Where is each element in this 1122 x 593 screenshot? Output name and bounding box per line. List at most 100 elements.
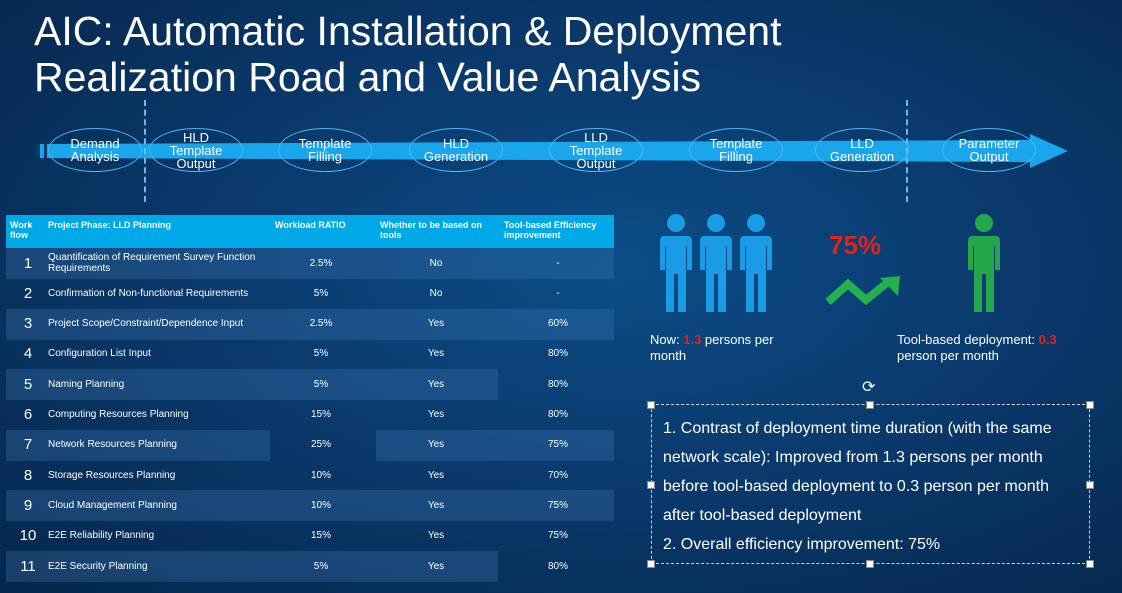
table-row: 8 Storage Resources Planning 10% Yes 70% [6,460,614,490]
table-row-stripe [6,490,614,522]
resize-handle-n[interactable] [866,401,874,409]
road-step-template-filling-1: Template Filling [278,128,372,172]
row-efficiency: - [556,287,560,299]
row-phase: Project Scope/Constraint/Dependence Inpu… [48,318,244,330]
header-work-flow: Work flow [10,220,33,240]
row-tools: Yes [427,530,445,542]
person-head [975,214,993,232]
now-caption: Now: 1.3 persons per month [650,332,774,363]
row-phase: Cloud Management Planning [48,499,177,511]
row-tools: Yes [427,318,445,330]
row-phase: E2E Reliability Planning [48,530,155,542]
resize-handle-e[interactable] [1086,481,1094,489]
row-tools: Yes [427,378,445,390]
table-row: 11 E2E Security Planning 5% Yes 80% [6,551,614,581]
row-ratio: 2.5% [309,257,333,269]
resize-handle-se[interactable] [1086,560,1094,568]
header-ratio: Workload RATIO [275,220,346,230]
summary-line-2: 2. Overall efficiency improvement: 75% [663,536,941,553]
title-line-2: Realization Road and Value Analysis [34,54,702,100]
summary-text[interactable]: 1. Contrast of deployment time duration … [663,414,1083,559]
person-head [667,214,685,232]
phase-divider-1 [144,100,146,202]
rotate-handle-icon[interactable]: ⟳ [862,379,876,396]
person-body [660,236,692,312]
row-phase: E2E Security Planning [48,560,148,572]
row-number: 2 [23,284,33,302]
row-ratio: 5% [313,348,329,360]
header-tools: Whether to be based on tools [380,220,483,240]
person-body [968,236,1000,312]
table-row: 7 Network Resources Planning 25% Yes 75% [6,430,614,460]
row-tools: Yes [427,499,445,511]
row-ratio: 25% [310,439,331,451]
table-header: Work flow Project Phase: LLD Planning Wo… [6,215,614,248]
row-ratio: 5% [313,287,329,299]
row-tools: Yes [427,348,445,360]
resize-handle-sw[interactable] [647,560,655,568]
road-step-hld-template-output: HLD Template Output [149,128,243,172]
row-number: 11 [20,557,36,575]
lld-planning-table: Work flow Project Phase: LLD Planning Wo… [6,215,614,588]
row-ratio: 15% [310,409,331,420]
road-step-demand-analysis: Demand Analysis [48,128,142,172]
table-row: 1 Quantification of Requirement Survey Fu… [6,248,614,278]
row-ratio: 5% [313,378,329,390]
table-row: 4 Configuration List Input 5% Yes 80% [6,339,614,369]
road-step-lld-generation: LLD Generation [815,128,909,172]
row-efficiency: 80% [547,378,568,390]
row-ratio: 15% [310,530,331,542]
resize-handle-nw[interactable] [647,401,655,409]
row-tools: Yes [427,469,445,481]
row-efficiency: 60% [547,318,568,330]
row-ratio: 2.5% [309,318,333,330]
road-step-parameter-output: Parameter Output [942,128,1036,172]
tool-value: 0.3 [1038,332,1057,347]
resize-handle-ne[interactable] [1086,401,1094,409]
row-tools: No [429,257,443,269]
header-phase: Project Phase: LLD Planning [48,220,172,230]
row-phase: Computing Resources Planning [48,409,189,420]
person-head [707,214,725,232]
row-tools: Yes [427,439,445,451]
row-tools: No [429,287,443,299]
row-efficiency: - [556,257,560,269]
current-staff-icons [660,214,772,312]
row-number: 10 [19,527,37,545]
table-row: 2 Confirmation of Non-functional Requirem… [6,278,614,308]
row-number: 6 [23,406,33,423]
row-ratio: 5% [313,560,329,572]
row-number: 7 [23,436,33,454]
table-row-stripe [376,429,614,461]
table-row-stripe [6,551,498,582]
row-ratio: 10% [310,499,331,511]
row-tools: Yes [427,409,445,420]
table-row: 9 Cloud Management Planning 10% Yes 75% [6,490,614,520]
row-efficiency: 75% [547,530,568,542]
resize-handle-w[interactable] [647,481,655,489]
header-efficiency: Tool-based Efficiency improvement [504,220,597,240]
row-number: 5 [23,375,33,393]
table-row: 10 E2E Reliability Planning 15% Yes 75% [6,521,614,551]
table-row: 5 Naming Planning 5% Yes 80% [6,369,614,399]
row-number: 9 [23,496,33,514]
row-phase: Network Resources Planning [48,439,177,451]
row-efficiency: 75% [547,439,568,451]
row-phase: Configuration List Input [48,348,151,360]
row-phase: Storage Resources Planning [48,469,176,481]
row-phase: Quantification of Requirement Survey Fun… [48,252,256,274]
row-number: 4 [23,345,33,363]
resize-handle-s[interactable] [866,560,874,568]
row-phase: Naming Planning [48,378,125,390]
trend-up-arrow-icon [825,276,900,306]
road-step-hld-generation: HLD Generation [409,128,503,172]
now-value: 1.3 [683,332,702,347]
tool-caption: Tool-based deployment: 0.3 person per mo… [897,332,1057,363]
table-row: 6 Computing Resources Planning 15% Yes 80% [6,400,614,430]
efficiency-percent: 75% [829,230,882,260]
row-number: 3 [23,315,33,333]
road-step-lld-template-output: LLD Template Output [549,128,643,172]
table-row-stripe [6,369,498,401]
row-tools: Yes [427,560,445,572]
row-number: 1 [23,254,33,272]
